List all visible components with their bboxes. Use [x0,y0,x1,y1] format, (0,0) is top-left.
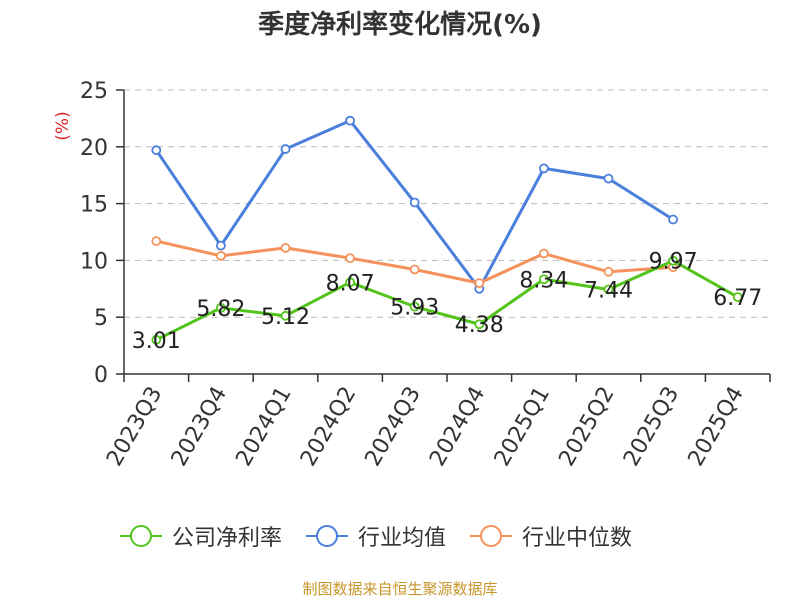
chart-title: 季度净利率变化情况(%) [258,10,542,40]
data-point-industry-avg [668,214,678,225]
y-tick-label: 15 [80,193,108,218]
data-point-industry-avg [345,115,356,126]
axes: 0 5 10 15 20 25 2023Q3 2023Q4 2024Q1 2024Q2 2024Q3… [80,79,771,471]
legend: 公司净利率 行业均值 行业中位数 [118,519,654,553]
data-point-company [474,319,485,330]
data-label: 8.07 [326,271,375,296]
data-point-company [280,310,291,321]
x-tick-label: 2025Q2 [554,383,619,471]
x-tick-label: 2024Q2 [296,383,361,471]
legend-item-company[interactable]: 公司净利率 [118,520,282,552]
data-point-industry-median [215,250,226,261]
source-note: 制图数据来自恒生聚源数据库 [302,580,498,598]
data-point-industry-avg [603,173,614,184]
data-point-industry-avg [409,197,420,208]
data-label: 5.12 [261,305,310,330]
x-tick-label: 2024Q3 [361,383,426,471]
data-label: 4.38 [455,313,504,338]
data-point-industry-median [280,243,291,253]
series-lines [151,115,743,345]
legend-marker-company [120,525,162,547]
data-point-company [215,302,226,313]
series-line-company [155,259,739,342]
data-point-industry-avg [280,144,291,154]
y-axis-label: (%) [53,111,73,140]
data-point-industry-avg [539,163,549,174]
y-tick-label: 5 [94,306,108,331]
y-tick-label: 25 [80,79,108,104]
data-point-industry-median [151,236,162,246]
data-label: 5.93 [390,296,439,321]
legend-marker-industry-median [470,525,513,547]
x-tick-label: 2024Q4 [425,383,490,471]
series-line-industry-median [155,239,674,285]
x-tick-label: 2024Q1 [231,383,296,471]
data-point-company [409,301,420,312]
data-point-industry-median [474,278,485,289]
data-point-industry-avg [215,240,226,251]
data-point-industry-median [539,248,549,259]
data-label: 6.77 [713,286,762,311]
y-tick-label: 10 [80,249,108,274]
data-point-company [668,255,678,266]
legend-marker-industry-avg [306,525,349,547]
data-labels: 3.01 5.82 5.12 8.07 5.93 4.38 8.34 7.44 9.97 6.77 [132,250,762,354]
data-point-company [603,284,614,295]
legend-item-industry-median[interactable]: 行业中位数 [468,520,632,552]
data-label: 8.34 [519,268,568,293]
data-label: 7.44 [584,278,633,303]
data-label: 5.82 [196,297,245,322]
x-tick-label: 2023Q3 [102,383,167,471]
y-tick-label: 20 [80,136,108,161]
legend-item-industry-avg[interactable]: 行业均值 [304,520,446,552]
y-tick-label: 0 [94,363,108,388]
data-point-industry-avg [151,145,162,156]
data-point-company [345,277,356,288]
data-label: 3.01 [132,329,181,354]
legend-label-industry-avg: 行业均值 [358,526,447,551]
legend-label-industry-median: 行业中位数 [522,526,633,551]
data-label: 9.97 [649,250,698,275]
data-point-industry-median [603,266,614,277]
x-tick-label: 2025Q3 [619,383,684,471]
x-tick-label: 2025Q4 [684,383,749,471]
data-point-company [539,274,549,285]
data-point-industry-median [345,253,356,264]
gridlines [124,89,770,318]
data-point-company [151,334,162,345]
x-tick-label: 2025Q1 [490,383,555,471]
x-tick-label: 2023Q4 [167,383,232,471]
data-point-company [732,292,743,302]
legend-label-company: 公司净利率 [172,526,283,551]
data-point-industry-median [409,264,420,275]
